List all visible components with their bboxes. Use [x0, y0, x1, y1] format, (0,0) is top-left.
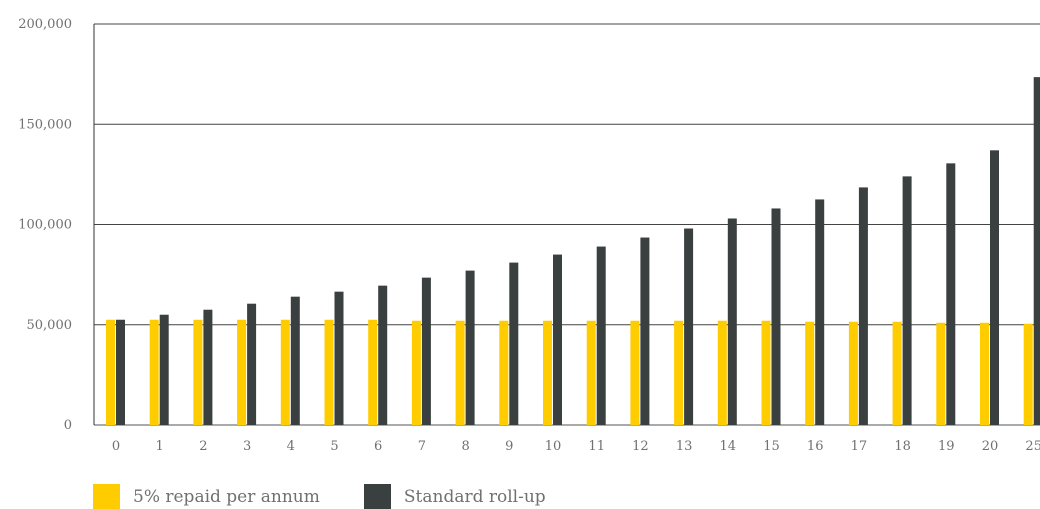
bar-repaid	[805, 321, 815, 425]
bar-rollup	[1033, 77, 1040, 425]
bar-repaid	[848, 321, 858, 425]
bar-repaid	[368, 319, 378, 425]
bar-repaid	[892, 321, 902, 425]
legend-label-repaid: 5% repaid per annum	[133, 486, 320, 507]
bar-repaid	[980, 322, 989, 425]
bar-rollup	[116, 319, 125, 425]
x-tick-label: 14	[720, 439, 737, 454]
bar-rollup	[684, 228, 694, 425]
x-tick-label: 25	[1025, 439, 1040, 454]
bar-repaid	[237, 319, 247, 425]
bar-rollup	[858, 187, 868, 425]
bar-rollup	[203, 309, 213, 425]
bar-repaid	[411, 320, 421, 425]
x-tick-label: 18	[894, 439, 911, 454]
bar-rollup	[990, 150, 999, 425]
bar-repaid	[717, 320, 727, 425]
x-tick-label: 3	[243, 439, 251, 454]
bar-repaid	[499, 320, 509, 425]
bar-rollup	[946, 163, 956, 425]
bar-repaid	[324, 319, 334, 425]
bar-repaid	[455, 320, 465, 425]
bar-repaid	[149, 319, 159, 425]
x-tick-label: 13	[676, 439, 693, 454]
x-tick-label: 17	[851, 439, 868, 454]
y-tick-label: 0	[64, 418, 72, 433]
legend-item-rollup: Standard roll-up	[363, 484, 546, 509]
bar-repaid	[586, 320, 596, 425]
legend-label-rollup: Standard roll-up	[403, 486, 546, 507]
bar-rollup	[727, 218, 737, 425]
bar-rollup	[771, 208, 781, 425]
x-tick-label: 4	[287, 439, 295, 454]
x-tick-label: 19	[938, 439, 955, 454]
y-tick-label: 150,000	[18, 117, 72, 132]
x-tick-label: 6	[374, 439, 382, 454]
bar-rollup	[596, 246, 606, 425]
bar-repaid	[193, 319, 203, 425]
bar-repaid	[630, 320, 640, 425]
bar-rollup	[290, 296, 300, 425]
legend-swatch-repaid	[93, 484, 120, 509]
bar-rollup	[334, 291, 344, 425]
bar-repaid	[543, 320, 552, 425]
x-tick-label: 1	[156, 439, 164, 454]
bar-rollup	[159, 314, 169, 425]
x-tick-label: 11	[588, 439, 605, 454]
legend: 5% repaid per annum Standard roll-up	[93, 484, 590, 509]
x-tick-label: 15	[763, 439, 780, 454]
x-tick-label: 9	[505, 439, 513, 454]
legend-item-repaid: 5% repaid per annum	[93, 484, 320, 509]
x-tick-label: 10	[545, 439, 562, 454]
x-tick-label: 2	[199, 439, 207, 454]
bar-repaid	[280, 319, 290, 425]
bar-repaid	[761, 320, 771, 425]
bar-repaid	[936, 322, 946, 425]
bar-rollup	[902, 176, 912, 425]
x-tick-label: 16	[807, 439, 824, 454]
bar-repaid	[1023, 323, 1033, 425]
bar-rollup	[465, 270, 475, 425]
y-tick-label: 100,000	[18, 218, 72, 233]
bar-rollup	[421, 277, 431, 425]
bar-rollup	[815, 199, 825, 425]
x-tick-label: 5	[330, 439, 338, 454]
y-tick-label: 50,000	[27, 318, 73, 333]
y-tick-label: 200,000	[18, 17, 72, 32]
bars	[106, 77, 1040, 425]
x-tick-label: 20	[982, 439, 999, 454]
bar-rollup	[247, 303, 257, 425]
x-tick-label: 0	[112, 439, 120, 454]
legend-swatch-rollup	[363, 484, 391, 509]
bar-rollup	[378, 285, 388, 425]
bar-repaid	[674, 320, 684, 425]
bar-rollup	[640, 237, 650, 425]
bar-rollup	[553, 254, 562, 425]
x-tick-label: 7	[418, 439, 426, 454]
bar-rollup	[509, 262, 519, 425]
x-axis-ticks: 0 1 2 3 4 5 6 7 8 9 10 11 12 13 14 15 16 17 18 19 20 25	[112, 439, 1040, 454]
x-tick-label: 12	[632, 439, 649, 454]
x-tick-label: 8	[461, 439, 469, 454]
y-axis-ticks: 0 50,000 100,000 150,000 200,000	[18, 17, 72, 433]
bar-repaid	[106, 319, 115, 425]
